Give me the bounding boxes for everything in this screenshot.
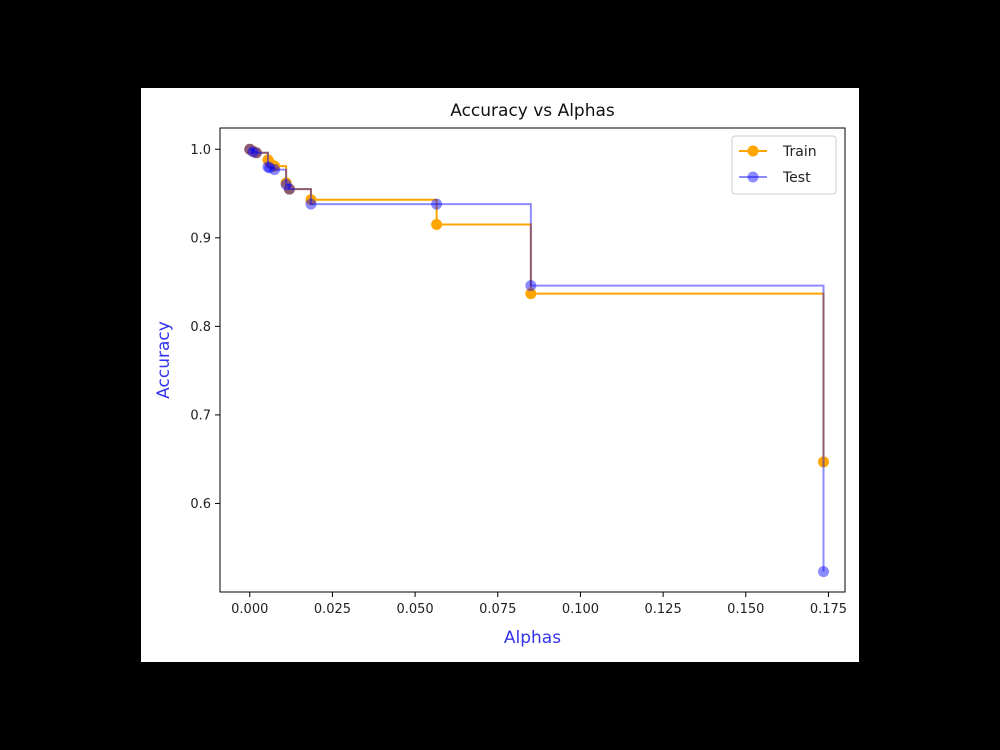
test-data-point [269,164,281,176]
x-tick-label: 0.075 [479,602,516,617]
accuracy-vs-alphas-chart: 0.000 0.025 0.050 0.075 0.100 0.125 0.150 0.175… [154,101,847,648]
legend-train-label: Train [782,144,817,160]
test-data-point [244,143,256,155]
train-data-point [269,160,281,172]
test-data-point [247,146,259,158]
series-layer [244,143,830,578]
x-tick-label: 0.000 [231,602,268,617]
x-tick-label: 0.125 [645,602,682,617]
train-data-point [431,219,443,231]
test-data-point [305,198,317,210]
test-data-point [264,162,276,174]
chart-figure: 0.000 0.025 0.050 0.075 0.100 0.125 0.150 0.175… [141,88,859,662]
y-tick-label: 0.8 [190,320,211,335]
test-data-point [283,183,295,195]
plot-area [220,128,845,592]
x-tick-label: 0.025 [314,602,351,617]
y-axis-label: Accuracy [154,321,174,399]
legend-train-marker [747,145,759,157]
train-data-point [818,456,830,468]
y-tick-label: 0.7 [190,408,211,423]
x-axis-ticks: 0.000 0.025 0.050 0.075 0.100 0.125 0.150 0.175 [231,592,847,617]
x-tick-label: 0.175 [810,602,847,617]
test-series-line [249,148,825,572]
legend-test-marker [747,171,759,183]
chart-title: Accuracy vs Alphas [450,101,615,121]
x-tick-label: 0.150 [727,602,764,617]
test-data-point [525,280,537,292]
test-data-point [280,179,292,191]
x-axis-label: Alphas [504,628,561,648]
legend-test-label: Test [782,170,811,186]
y-tick-label: 1.0 [190,143,211,158]
train-data-point [283,183,295,195]
y-axis-ticks: 0.6 0.7 0.8 0.9 1.0 [190,143,220,512]
test-data-point [262,161,274,173]
train-data-point [305,194,317,206]
test-data-point [818,566,830,578]
test-data-point [250,147,262,159]
legend: Train Test [731,135,837,195]
plot-frame [219,127,846,593]
x-tick-label: 0.100 [562,602,599,617]
test-data-point [431,198,443,210]
train-data-point [250,147,262,159]
x-tick-label: 0.050 [396,602,433,617]
y-tick-label: 0.9 [190,231,211,246]
y-tick-label: 0.6 [190,497,211,512]
train-data-point [525,288,537,300]
